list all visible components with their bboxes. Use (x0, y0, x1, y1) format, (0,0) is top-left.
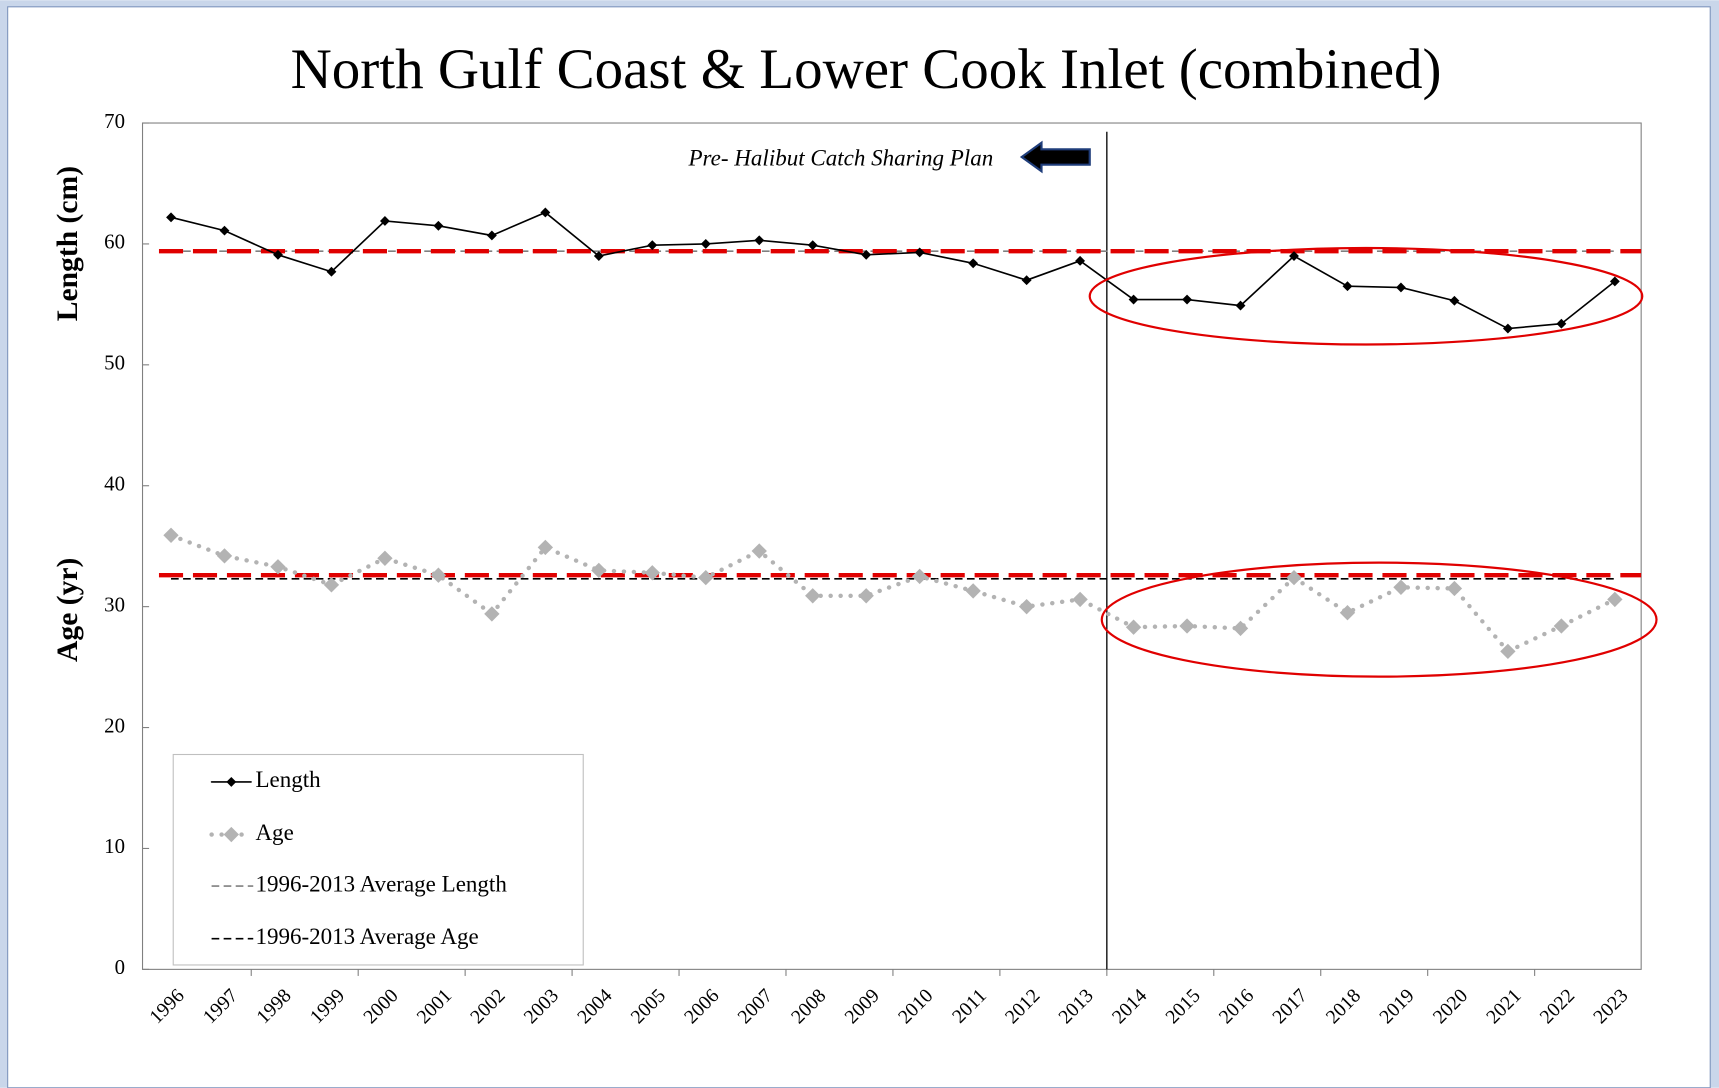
legend-label: 1996-2013 Average Length (255, 870, 507, 896)
y-axis-label: Age (yr) (52, 558, 84, 662)
marker (861, 249, 872, 260)
chart-title: North Gulf Coast & Lower Cook Inlet (com… (291, 38, 1442, 101)
marker (700, 238, 711, 249)
marker (1286, 569, 1302, 586)
marker (1446, 580, 1463, 597)
marker (1393, 579, 1409, 595)
series-line (170, 211, 1616, 330)
highlight-ellipse (1088, 246, 1644, 346)
marker (1182, 294, 1192, 305)
legend (172, 753, 584, 966)
marker (591, 562, 607, 579)
marker (644, 565, 660, 581)
marker (1556, 318, 1567, 329)
marker (219, 225, 230, 236)
plot-area (141, 122, 1642, 970)
marker (1609, 276, 1620, 287)
y-tick-label: 50 (104, 351, 125, 375)
annotation: Pre- Halibut Catch Sharing Plan (688, 145, 994, 171)
marker (323, 577, 340, 593)
marker (1018, 598, 1035, 615)
marker (647, 240, 658, 251)
marker (1235, 300, 1246, 311)
y-tick-label: 0 (115, 955, 125, 979)
arrow (1019, 140, 1091, 174)
legend-label: Age (255, 819, 293, 845)
legend-entries: Length Age 1996-2013 Average Length 1996-20… (209, 766, 507, 949)
y-axis-label: Length (cm) (52, 166, 84, 321)
marker (166, 212, 176, 223)
y-tick-label: 70 (104, 109, 125, 133)
legend-label: Length (255, 766, 321, 792)
marker (754, 235, 765, 246)
marker (1502, 323, 1513, 334)
marker (1072, 591, 1088, 608)
y-tick-label: 60 (104, 230, 125, 254)
marker (1500, 643, 1516, 660)
marker (433, 220, 444, 231)
y-tick-label: 10 (104, 834, 125, 858)
marker (273, 249, 283, 260)
marker (1075, 255, 1086, 266)
highlight-ellipse (1100, 561, 1658, 678)
y-tick-label: 30 (104, 592, 125, 616)
marker (163, 527, 179, 543)
marker (1396, 282, 1406, 293)
marker (430, 567, 447, 583)
marker (216, 548, 233, 564)
y-tick-label: 40 (104, 472, 125, 496)
y-tick-label: 20 (104, 713, 125, 737)
marker (1125, 619, 1142, 635)
marker (270, 559, 286, 575)
marker (912, 568, 928, 585)
marker (1128, 294, 1139, 305)
legend-label: 1996-2013 Average Age (255, 923, 478, 949)
marker (486, 230, 497, 241)
marker (1232, 620, 1249, 637)
marker (484, 606, 500, 622)
marker (1342, 281, 1353, 292)
marker (377, 550, 393, 566)
marker (1449, 295, 1460, 306)
marker (968, 258, 979, 269)
marker (807, 240, 818, 251)
